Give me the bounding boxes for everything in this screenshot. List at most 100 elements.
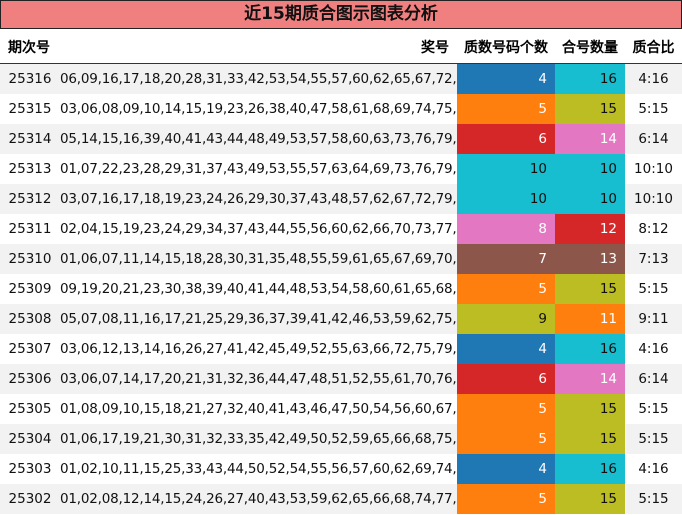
report-title: 近15期质合图示图表分析 [0, 0, 682, 29]
numbers-cell: 03,06,07,14,17,20,21,31,32,36,44,47,48,5… [60, 363, 457, 394]
table-row: 25311 02,04,15,19,23,24,29,34,37,43,44,55… [0, 213, 682, 244]
period-cell: 25312 [0, 183, 60, 214]
ratio-cell: 7:13 [625, 243, 682, 274]
ratio-cell: 5:15 [638, 100, 669, 117]
period-cell: 25306 [0, 363, 60, 394]
numbers-cell: 01,07,22,23,28,29,31,37,43,49,53,55,57,6… [60, 160, 457, 177]
table-row: 25312 03,07,16,17,18,19,23,24,26,29,30,37… [0, 183, 682, 214]
table-row: 25310 01,06,07,11,14,15,18,28,30,31,35,48… [0, 243, 682, 274]
composite-count-cell: 13 [555, 243, 625, 274]
prime-count-cell: 6 [457, 123, 555, 154]
numbers-cell: 03,06,08,09,10,14,15,19,23,26,38,40,47,5… [60, 100, 457, 117]
header-prime-count: 质数号码个数 [457, 30, 555, 64]
composite-count-cell: 15 [555, 483, 625, 514]
table-row: 25314 05,14,15,16,39,40,41,43,44,48,49,53… [0, 123, 682, 154]
composite-count-cell: 15 [555, 393, 625, 424]
ratio-cell: 8:12 [638, 220, 669, 237]
numbers-cell: 02,04,15,19,23,24,29,34,37,43,44,55,56,6… [60, 220, 457, 237]
prime-count-cell: 4 [457, 63, 555, 94]
prime-count-cell: 5 [457, 483, 555, 514]
composite-count-cell: 14 [555, 363, 625, 394]
table-row: 25309 09,19,20,21,23,30,38,39,40,41,44,48… [0, 273, 682, 304]
composite-count-cell: 11 [555, 303, 625, 334]
header-period: 期次号 [0, 30, 60, 64]
prime-count-cell: 6 [457, 363, 555, 394]
ratio-cell: 5:15 [625, 423, 682, 454]
numbers-cell: 09,19,20,21,23,30,38,39,40,41,44,48,53,5… [60, 280, 457, 297]
ratio-cell: 4:16 [625, 63, 682, 94]
composite-count-cell: 14 [555, 123, 625, 154]
ratio-cell: 5:15 [638, 400, 669, 417]
period-cell: 25313 [8, 160, 52, 177]
table-row: 25316 06,09,16,17,18,20,28,31,33,42,53,54… [0, 63, 682, 94]
composite-count-cell: 16 [555, 453, 625, 484]
table-body: 25316 06,09,16,17,18,20,28,31,33,42,53,54… [0, 63, 682, 514]
period-cell: 25307 [8, 340, 52, 357]
prime-count-cell: 5 [457, 273, 555, 304]
composite-count-cell: 12 [555, 213, 625, 244]
ratio-cell: 10:10 [634, 160, 673, 177]
numbers-cell: 06,09,16,17,18,20,28,31,33,42,53,54,55,5… [60, 63, 457, 94]
numbers-cell: 01,08,09,10,15,18,21,27,32,40,41,43,46,4… [60, 400, 457, 417]
table-row: 25315 03,06,08,09,10,14,15,19,23,26,38,40… [0, 93, 682, 124]
period-cell: 25315 [8, 100, 52, 117]
table-row: 25303 01,02,10,11,15,25,33,43,44,50,52,54… [0, 453, 682, 484]
period-cell: 25314 [0, 123, 60, 154]
numbers-cell: 03,06,12,13,14,16,26,27,41,42,45,49,52,5… [60, 340, 457, 357]
period-cell: 25302 [0, 483, 60, 514]
composite-count-cell: 16 [555, 333, 625, 364]
prime-count-cell: 7 [457, 243, 555, 274]
numbers-cell: 01,02,10,11,15,25,33,43,44,50,52,54,55,5… [60, 460, 457, 477]
period-cell: 25304 [0, 423, 60, 454]
table-row: 25302 01,02,08,12,14,15,24,26,27,40,43,53… [0, 483, 682, 514]
prime-count-cell: 10 [457, 153, 555, 184]
period-cell: 25309 [8, 280, 52, 297]
ratio-cell: 4:16 [638, 460, 669, 477]
numbers-cell: 01,02,08,12,14,15,24,26,27,40,43,53,59,6… [60, 483, 457, 514]
prime-count-cell: 4 [457, 333, 555, 364]
period-cell: 25308 [0, 303, 60, 334]
prime-count-cell: 10 [457, 183, 555, 214]
prime-count-cell: 5 [457, 423, 555, 454]
numbers-cell: 01,06,07,11,14,15,18,28,30,31,35,48,55,5… [60, 243, 457, 274]
ratio-cell: 6:14 [625, 123, 682, 154]
period-cell: 25310 [0, 243, 60, 274]
prime-count-cell: 9 [457, 303, 555, 334]
prime-count-cell: 5 [457, 393, 555, 424]
ratio-cell: 5:15 [638, 280, 669, 297]
period-cell: 25303 [8, 460, 52, 477]
ratio-cell: 10:10 [625, 183, 682, 214]
period-cell: 25316 [0, 63, 60, 94]
ratio-cell: 4:16 [638, 340, 669, 357]
table-row: 25307 03,06,12,13,14,16,26,27,41,42,45,49… [0, 333, 682, 364]
numbers-cell: 05,14,15,16,39,40,41,43,44,48,49,53,57,5… [60, 123, 457, 154]
composite-count-cell: 10 [555, 153, 625, 184]
ratio-cell: 9:11 [625, 303, 682, 334]
composite-count-cell: 15 [555, 273, 625, 304]
table-row: 25305 01,08,09,10,15,18,21,27,32,40,41,43… [0, 393, 682, 424]
table-row: 25306 03,06,07,14,17,20,21,31,32,36,44,47… [0, 363, 682, 394]
composite-count-cell: 15 [555, 423, 625, 454]
prime-count-cell: 8 [457, 213, 555, 244]
ratio-cell: 6:14 [625, 363, 682, 394]
composite-count-cell: 16 [555, 63, 625, 94]
numbers-cell: 03,07,16,17,18,19,23,24,26,29,30,37,43,4… [60, 183, 457, 214]
period-cell: 25305 [8, 400, 52, 417]
ratio-cell: 5:15 [625, 483, 682, 514]
numbers-cell: 05,07,08,11,16,17,21,25,29,36,37,39,41,4… [60, 303, 457, 334]
composite-count-cell: 10 [555, 183, 625, 214]
table-row: 25308 05,07,08,11,16,17,21,25,29,36,37,39… [0, 303, 682, 334]
period-cell: 25311 [8, 220, 52, 237]
header-composite-count: 合号数量 [555, 30, 625, 64]
header-numbers: 奖号 [60, 30, 457, 64]
header-ratio: 质合比 [625, 30, 682, 64]
numbers-cell: 01,06,17,19,21,30,31,32,33,35,42,49,50,5… [60, 423, 457, 454]
table-header-row: 期次号 奖号 质数号码个数 合号数量 质合比 [0, 30, 682, 64]
table-row: 25304 01,06,17,19,21,30,31,32,33,35,42,49… [0, 423, 682, 454]
prime-count-cell: 4 [457, 453, 555, 484]
prime-composite-table: 期次号 奖号 质数号码个数 合号数量 质合比 25316 06,09,16,17,… [0, 30, 682, 514]
composite-count-cell: 15 [555, 93, 625, 124]
prime-count-cell: 5 [457, 93, 555, 124]
table-row: 25313 01,07,22,23,28,29,31,37,43,49,53,55… [0, 153, 682, 184]
